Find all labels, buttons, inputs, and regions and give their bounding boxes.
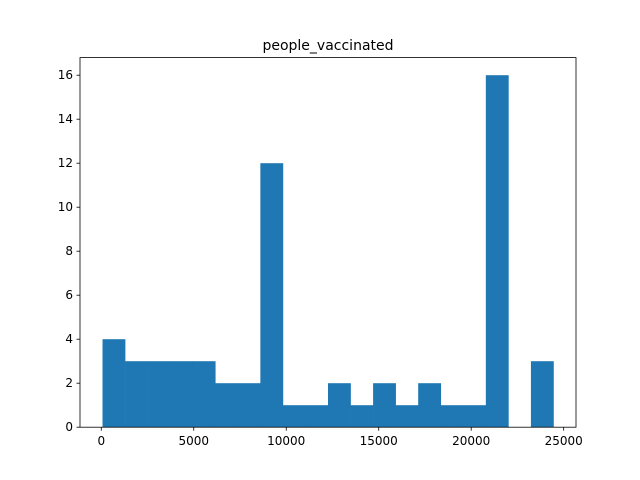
histogram-bar-3 (170, 361, 194, 428)
histogram-bar-19 (530, 361, 554, 428)
y-axis-ticks: 0 2 4 6 8 10 12 14 16 (58, 68, 80, 434)
y-tick-label: 6 (65, 288, 73, 302)
histogram-bar-9 (305, 405, 329, 428)
histogram-bar-14 (418, 383, 442, 428)
histogram-bar-17 (485, 75, 509, 428)
x-tick-label: 25000 (545, 434, 583, 448)
histogram-bar-12 (373, 383, 396, 428)
y-tick-label: 0 (65, 420, 73, 434)
y-tick-label: 4 (65, 332, 73, 346)
histogram-bar-7 (260, 163, 284, 428)
histogram-bar-2 (147, 361, 171, 428)
plot-frame (79, 57, 577, 428)
histogram-bar-10 (328, 383, 351, 428)
y-tick-label: 2 (65, 376, 73, 390)
x-tick-label: 15000 (360, 434, 398, 448)
x-tick-label: 20000 (452, 434, 490, 448)
histogram-bar-0 (102, 339, 126, 428)
histogram-bar-4 (192, 361, 216, 428)
x-axis-ticks: 0 5000 10000 15000 20000 25000 (97, 427, 583, 448)
histogram-bar-5 (215, 383, 239, 428)
histogram-bar-8 (282, 405, 306, 428)
y-tick-label: 14 (58, 112, 73, 126)
histogram-bar-16 (463, 405, 487, 428)
histogram-bar-11 (350, 405, 374, 428)
chart-title: people_vaccinated (262, 38, 393, 54)
y-tick-label: 12 (58, 156, 73, 170)
histogram-bar-13 (395, 405, 419, 428)
y-tick-label: 10 (58, 200, 73, 214)
histogram-bar-1 (125, 361, 148, 428)
histogram-bar-15 (440, 405, 464, 428)
x-tick-label: 10000 (267, 434, 305, 448)
y-tick-label: 16 (58, 68, 73, 82)
x-tick-label: 5000 (178, 434, 209, 448)
x-tick-label: 0 (97, 434, 105, 448)
y-tick-label: 8 (65, 244, 73, 258)
histogram-bar-6 (237, 383, 261, 428)
bars-group (102, 75, 554, 428)
